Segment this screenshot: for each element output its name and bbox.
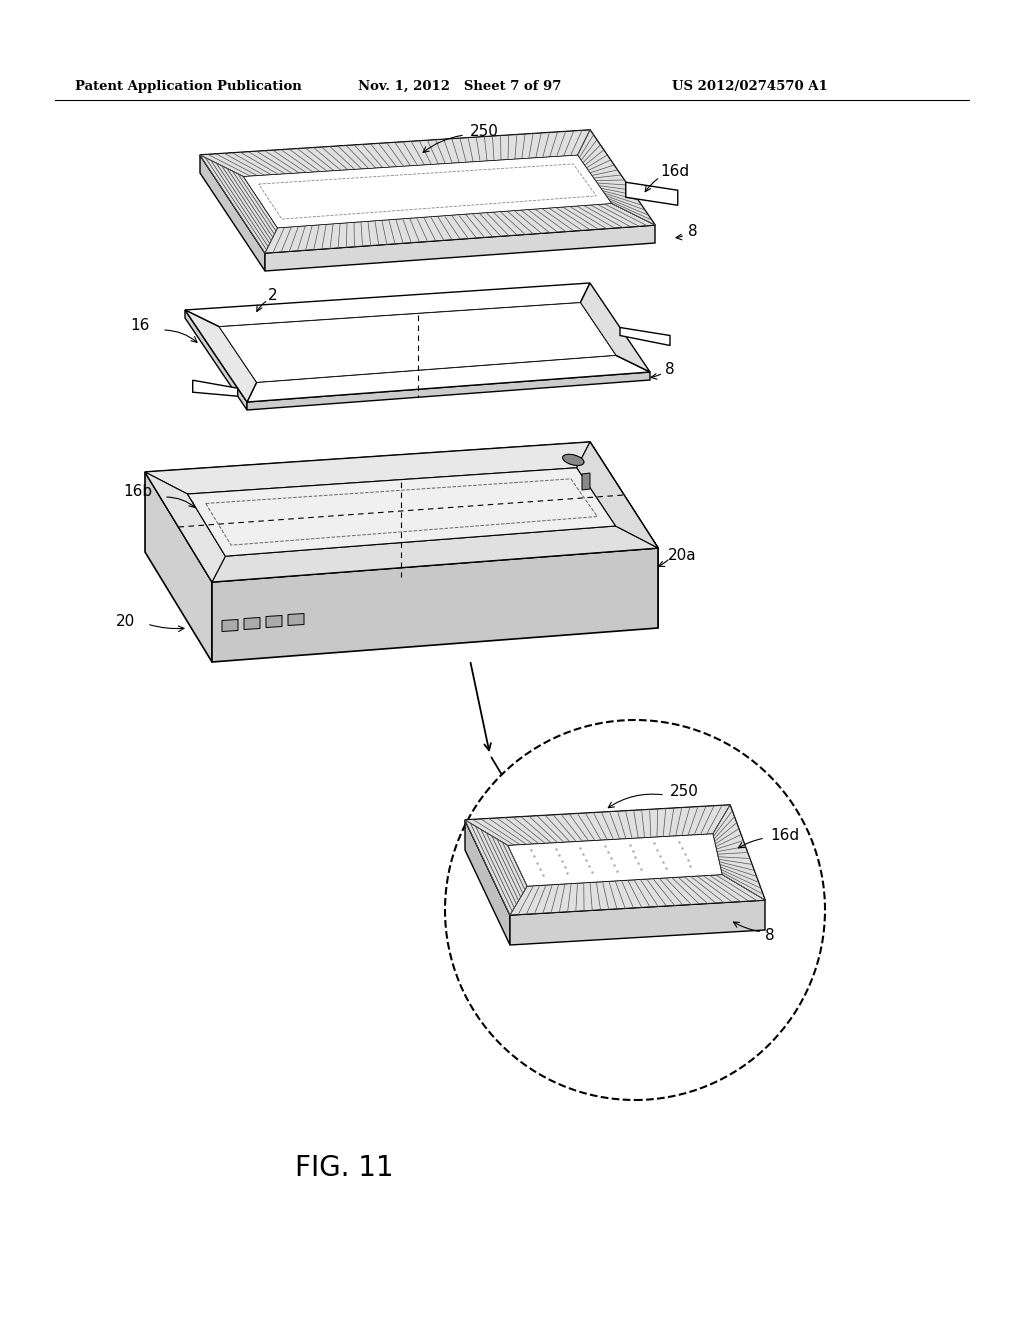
Polygon shape (193, 380, 238, 396)
Polygon shape (187, 467, 615, 556)
Polygon shape (620, 327, 670, 346)
Polygon shape (266, 615, 282, 627)
Polygon shape (465, 820, 527, 915)
Polygon shape (200, 129, 590, 177)
Polygon shape (510, 900, 765, 945)
Polygon shape (247, 355, 650, 403)
Text: 8: 8 (765, 928, 774, 942)
Polygon shape (145, 473, 212, 663)
Text: Patent Application Publication: Patent Application Publication (75, 81, 302, 92)
Polygon shape (582, 473, 590, 490)
Text: 16b: 16b (123, 484, 152, 499)
Text: 20: 20 (116, 615, 135, 630)
Polygon shape (185, 310, 247, 411)
Polygon shape (185, 282, 590, 327)
Ellipse shape (562, 454, 584, 466)
Polygon shape (244, 618, 260, 630)
Polygon shape (200, 154, 278, 253)
Polygon shape (626, 182, 678, 205)
Polygon shape (465, 805, 765, 915)
Polygon shape (577, 442, 658, 548)
Polygon shape (288, 614, 304, 626)
Polygon shape (265, 224, 655, 271)
Text: 250: 250 (670, 784, 698, 800)
Text: 8: 8 (665, 363, 675, 378)
Polygon shape (185, 310, 257, 403)
Text: 8: 8 (688, 224, 697, 239)
Polygon shape (247, 372, 650, 411)
Polygon shape (212, 548, 658, 663)
Polygon shape (222, 619, 238, 631)
Polygon shape (510, 875, 765, 915)
Polygon shape (465, 820, 510, 945)
Polygon shape (200, 154, 265, 271)
Polygon shape (265, 203, 655, 253)
Polygon shape (200, 129, 655, 253)
Polygon shape (145, 473, 225, 582)
Polygon shape (713, 805, 765, 900)
Text: US 2012/0274570 A1: US 2012/0274570 A1 (672, 81, 827, 92)
Polygon shape (508, 834, 722, 886)
Circle shape (445, 719, 825, 1100)
Text: Nov. 1, 2012   Sheet 7 of 97: Nov. 1, 2012 Sheet 7 of 97 (358, 81, 561, 92)
Text: 20a: 20a (668, 548, 696, 562)
Polygon shape (590, 442, 658, 628)
Text: 16: 16 (131, 318, 150, 333)
Polygon shape (145, 442, 590, 494)
Text: 16d: 16d (660, 165, 689, 180)
Text: 250: 250 (470, 124, 499, 140)
Polygon shape (465, 805, 730, 845)
Polygon shape (581, 282, 650, 372)
Polygon shape (145, 442, 658, 582)
Text: 2: 2 (268, 288, 278, 302)
Polygon shape (219, 302, 615, 383)
Polygon shape (578, 129, 655, 224)
Polygon shape (212, 525, 658, 582)
Text: 16d: 16d (770, 828, 799, 842)
Polygon shape (244, 156, 611, 228)
Text: FIG. 11: FIG. 11 (295, 1154, 393, 1181)
